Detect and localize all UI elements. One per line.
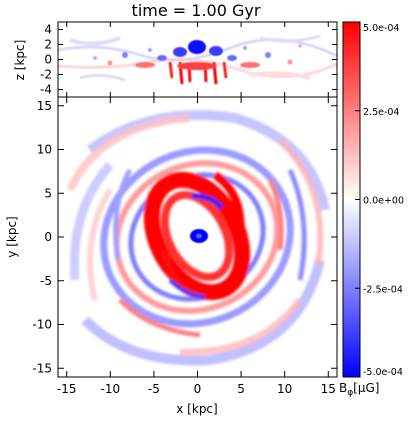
edge-on-heatmap [58,34,337,85]
face-on-y-tick-label: 0 [44,230,52,244]
face-on-x-tick-label: -15 [57,382,77,396]
face-on-y-tick-label: 15 [37,99,52,113]
colorbar-tick-label: -5.0e-04 [363,367,403,378]
face-on-heatmap [66,110,330,366]
colorbar-tick-label: 5.0e-04 [363,23,399,34]
face-on-x-tick-label: -10 [101,382,121,396]
face-on-y-tick-label: 10 [37,143,52,157]
edge-on-y-tick-label: 2 [44,38,52,52]
colorbar-tick-label: 2.5e-04 [363,107,399,118]
face-on-x-tick-label: -5 [148,382,160,396]
edge-on-y-tick-label: -4 [40,83,52,97]
face-on-x-tick-label: 0 [194,382,202,396]
face-on-x-tick-label: 15 [321,382,336,396]
face-on-x-axis-label: x [kpc] [176,402,217,416]
face-on-y-axis-label: y [kpc] [5,216,19,257]
face-on-y-tick-label: -10 [32,318,52,332]
face-on-y-tick-label: 5 [44,186,52,200]
face-on-panel: -15 -10 -5 0 5 10 15 -15 -10 -5 0 5 10 15 x [kpc] y [… [5,96,338,416]
chart-title: time = 1.00 Gyr [132,1,261,20]
colorbar-tick-label: 0.0e+00 [363,196,404,207]
edge-on-y-axis-label: z [kpc] [13,40,27,81]
colorbar-ticks: 5.0e-04 2.5e-04 0.0e+00 -2.5e-04 -5.0e-04 [355,21,404,378]
edge-on-y-tick-label: -2 [40,68,52,82]
colorbar-tick-label: -2.5e-04 [363,284,403,295]
face-on-y-tick-label: -5 [40,274,52,288]
edge-on-y-tick-label: 4 [44,23,52,37]
colorbar-label: Bφ[μG] [339,381,379,398]
face-on-ticks: -15 -10 -5 0 5 10 15 -15 -10 -5 0 5 10 15 [32,97,337,396]
edge-on-y-tick-label: 0 [44,53,52,67]
face-on-x-tick-label: 5 [237,382,245,396]
face-on-y-tick-label: -15 [32,361,52,375]
face-on-x-tick-label: 10 [277,382,292,396]
colorbar: 5.0e-04 2.5e-04 0.0e+00 -2.5e-04 -5.0e-04 Bφ… [339,21,404,398]
